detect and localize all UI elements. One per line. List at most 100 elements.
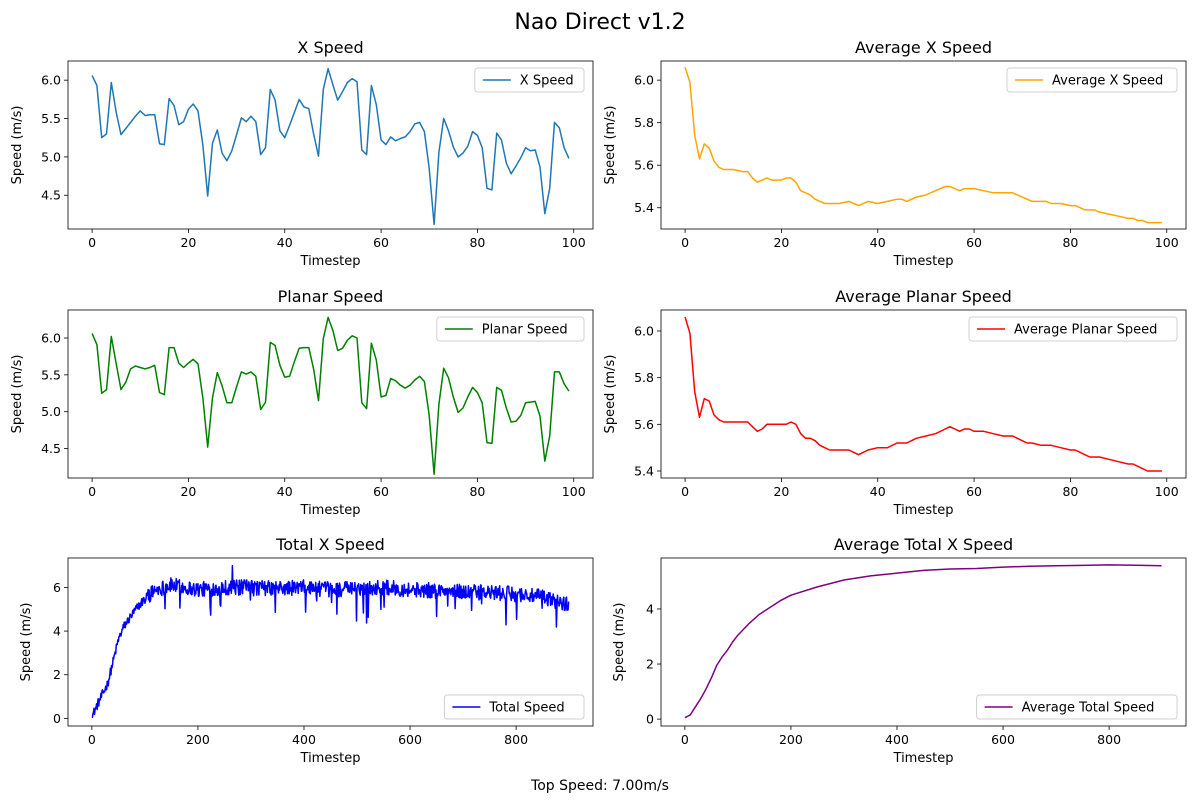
axes-frame (660, 309, 1187, 479)
y-tick-label: 0 (646, 712, 654, 727)
x-tick-label: 80 (469, 484, 485, 499)
y-tick-label: 5.0 (41, 149, 61, 164)
legend-box (968, 316, 1178, 342)
legend-box (976, 694, 1178, 720)
x-tick-label: 80 (469, 235, 485, 250)
x-tick-label: 0 (88, 484, 96, 499)
x-axis-label: Timestep (300, 503, 361, 518)
y-tick-label: 6 (53, 580, 61, 595)
y-tick-label: 6.0 (41, 331, 61, 346)
series-line-2-1 (684, 67, 1162, 224)
x-tick-label: 100 (1155, 235, 1179, 250)
y-axis-label: Speed (m/s) (19, 603, 34, 682)
x-tick-label: 0 (681, 732, 689, 747)
y-axis-label: Speed (m/s) (603, 355, 618, 434)
axes-frame (660, 557, 1187, 727)
y-tick-label: 6.0 (41, 73, 61, 88)
x-tick-label: 0 (88, 235, 96, 250)
x-tick-label: 100 (562, 484, 586, 499)
x-axis-label: Timestep (893, 503, 954, 518)
x-tick-label: 600 (991, 732, 1015, 747)
top-speed-footer: Top Speed: 7.00m/s (531, 778, 669, 794)
x-tick-label: 0 (681, 235, 689, 250)
x-axis-label: Timestep (893, 751, 954, 766)
legend-box (443, 694, 585, 720)
x-tick-label: 40 (870, 484, 886, 499)
x-tick-label: 400 (885, 732, 909, 747)
x-axis-label: Timestep (893, 254, 954, 269)
y-tick-label: 6.0 (634, 324, 654, 339)
legend: Average X Speed (1006, 67, 1178, 93)
chart-title: Total X Speed (275, 535, 385, 554)
y-tick-label: 5.4 (634, 200, 654, 215)
x-tick-label: 800 (1097, 732, 1121, 747)
legend-label: Average X Speed (1052, 74, 1163, 89)
axes-frame (67, 60, 594, 230)
chart-title: X Speed (297, 38, 363, 57)
chart-title: Average X Speed (855, 38, 992, 57)
legend: Average Planar Speed (968, 316, 1178, 342)
y-tick-label: 4 (53, 624, 61, 639)
x-tick-label: 20 (773, 484, 789, 499)
x-tick-label: 800 (504, 732, 528, 747)
x-tick-label: 20 (180, 484, 196, 499)
y-tick-label: 5.0 (41, 404, 61, 419)
x-tick-label: 100 (562, 235, 586, 250)
chart-panel-5: 0 200 400 600 800 0 2 4 6 Total X Speed Timestep Sp… (19, 535, 594, 766)
x-tick-label: 400 (292, 732, 316, 747)
y-tick-label: 5.8 (634, 115, 654, 130)
x-tick-label: 40 (277, 235, 293, 250)
chart-panel-4: 0 20 40 60 80 100 5.4 5.6 5.8 6.0 Average Planar S… (603, 287, 1187, 518)
y-tick-label: 5.8 (634, 370, 654, 385)
y-tick-label: 5.5 (41, 111, 61, 126)
legend: Total Speed (443, 694, 585, 720)
y-tick-label: 6.0 (634, 73, 654, 88)
x-tick-label: 600 (398, 732, 422, 747)
x-axis-label: Timestep (300, 254, 361, 269)
series-line-6-1 (684, 564, 1162, 719)
axes-frame (67, 309, 594, 479)
legend-label: Average Total Speed (1022, 701, 1155, 716)
x-tick-label: 80 (1062, 484, 1078, 499)
y-tick-label: 4.5 (41, 188, 61, 203)
x-axis-label: Timestep (300, 751, 361, 766)
legend-label: X Speed (520, 74, 574, 89)
x-tick-label: 60 (966, 235, 982, 250)
legend-label: Total Speed (488, 701, 564, 716)
x-tick-label: 60 (373, 484, 389, 499)
axes-frame (67, 557, 594, 727)
legend-box (1006, 67, 1178, 93)
x-tick-label: 200 (186, 732, 210, 747)
x-tick-label: 0 (681, 484, 689, 499)
x-tick-label: 20 (180, 235, 196, 250)
y-tick-label: 4 (646, 601, 654, 616)
chart-panel-1: 0 20 40 60 80 100 4.5 5.0 5.5 6.0 X Speed Timestep S… (10, 38, 594, 269)
x-tick-label: 80 (1062, 235, 1078, 250)
legend: Average Total Speed (976, 694, 1178, 720)
x-tick-label: 40 (277, 484, 293, 499)
y-axis-label: Speed (m/s) (603, 106, 618, 185)
x-tick-label: 200 (779, 732, 803, 747)
y-tick-label: 5.6 (634, 158, 654, 173)
y-axis-label: Speed (m/s) (10, 106, 25, 185)
chart-panel-2: 0 20 40 60 80 100 5.4 5.6 5.8 6.0 Average X Speed T… (603, 38, 1187, 269)
y-tick-label: 5.4 (634, 464, 654, 479)
legend-label: Planar Speed (482, 323, 568, 338)
y-tick-label: 4.5 (41, 441, 61, 456)
series-line-4-1 (684, 316, 1162, 472)
y-tick-label: 5.6 (634, 417, 654, 432)
chart-title: Average Planar Speed (835, 287, 1011, 306)
chart-title: Planar Speed (278, 287, 384, 306)
y-axis-label: Speed (m/s) (10, 355, 25, 434)
series-line-3-1 (91, 316, 570, 476)
x-tick-label: 100 (1155, 484, 1179, 499)
x-tick-label: 40 (870, 235, 886, 250)
series-line-1-1 (91, 67, 570, 226)
series-line-5-1 (91, 564, 570, 719)
x-tick-label: 60 (966, 484, 982, 499)
y-tick-label: 2 (53, 667, 61, 682)
y-tick-label: 0 (53, 711, 61, 726)
chart-panel-6: 0 200 400 600 800 0 2 4 Average Total X Speed Tim… (612, 535, 1187, 766)
legend-label: Average Planar Speed (1014, 323, 1157, 338)
